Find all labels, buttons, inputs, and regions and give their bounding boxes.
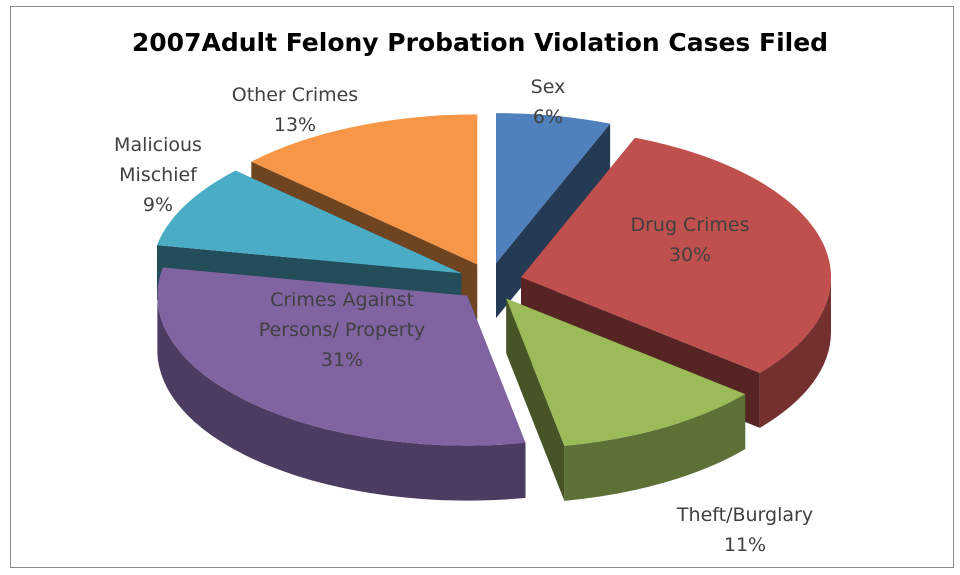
category-label: Sex — [530, 76, 566, 98]
slice — [157, 267, 526, 446]
value-label: 13% — [273, 114, 317, 136]
category-label: Drug Crimes — [630, 214, 750, 236]
slice-label: Sex 6% — [488, 72, 608, 132]
slice — [495, 113, 611, 264]
value-label: 6% — [532, 106, 564, 128]
slice — [156, 170, 462, 274]
category-label: Malicious Mischief — [114, 134, 202, 186]
value-label: 11% — [723, 534, 767, 556]
slice-side — [157, 295, 526, 501]
slice-side — [495, 123, 611, 319]
slice-side — [564, 394, 746, 501]
slice — [520, 137, 831, 373]
slice-label: Crimes Against Persons/ Property 31% — [252, 285, 432, 375]
slice — [506, 298, 746, 446]
slice-label: Other Crimes 13% — [215, 80, 375, 140]
chart-frame — [10, 6, 954, 568]
value-label: 30% — [668, 244, 712, 266]
slice-label: Theft/Burglary 11% — [645, 500, 845, 560]
chart-title: 2007Adult Felony Probation Violation Cas… — [131, 28, 829, 57]
slice-label: Drug Crimes 30% — [590, 210, 790, 270]
slice-label: Malicious Mischief 9% — [93, 130, 223, 220]
slice-side — [759, 277, 831, 428]
slice — [506, 298, 746, 501]
slice-side — [506, 298, 565, 501]
category-label: Crimes Against Persons/ Property — [258, 289, 426, 341]
slice — [495, 113, 611, 319]
category-label: Other Crimes — [231, 84, 359, 106]
category-label: Theft/Burglary — [676, 504, 814, 526]
value-label: 9% — [142, 194, 174, 216]
value-label: 31% — [320, 349, 364, 371]
slice — [157, 267, 526, 501]
slice — [251, 114, 478, 265]
